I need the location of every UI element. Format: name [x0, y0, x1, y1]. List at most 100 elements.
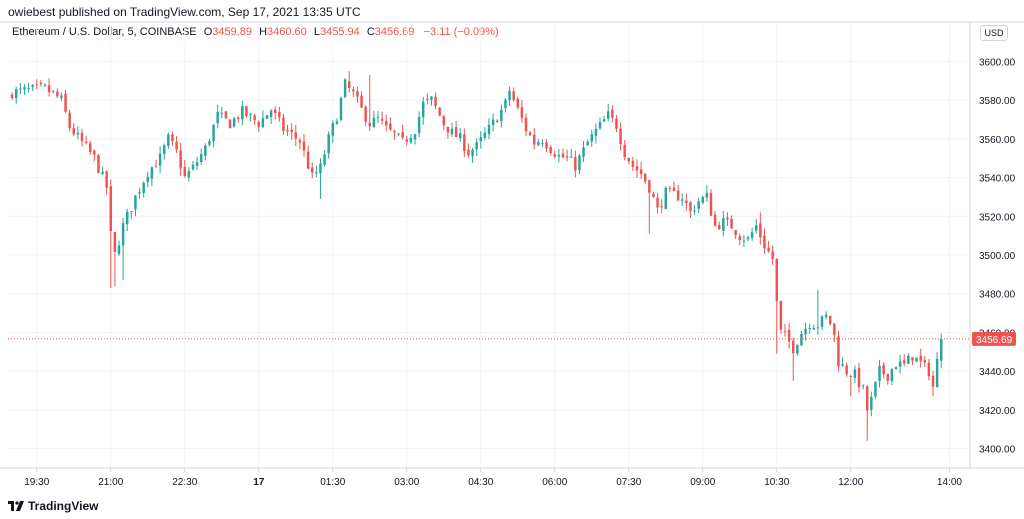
close-value: 3456.69 — [374, 26, 415, 38]
grid-lines — [8, 22, 970, 468]
candle — [356, 86, 359, 103]
x-tick-label: 10:30 — [764, 477, 789, 488]
candle — [417, 111, 421, 138]
candle — [717, 221, 721, 231]
candle — [306, 145, 310, 170]
x-tick-label: 07:30 — [616, 477, 641, 488]
candle-body — [265, 115, 269, 119]
candle-body — [360, 95, 363, 108]
candle-body — [763, 235, 766, 249]
candle — [902, 353, 906, 367]
candle-body — [121, 223, 125, 246]
candle — [257, 119, 261, 133]
currency-badge[interactable]: USD — [980, 25, 1008, 41]
candle-body — [76, 132, 80, 135]
candle-body — [430, 96, 433, 101]
candle-body — [142, 182, 145, 194]
candle — [742, 234, 746, 247]
candle-body — [796, 344, 799, 354]
candle-body — [652, 193, 655, 197]
candle — [738, 233, 742, 246]
candle-body — [754, 225, 758, 231]
price-chart[interactable]: 3400.003420.003440.003460.003480.003500.… — [0, 0, 1024, 495]
candle-body — [380, 118, 384, 121]
candle — [816, 289, 820, 335]
candle-body — [685, 200, 688, 204]
candle — [537, 138, 540, 147]
candle — [384, 114, 388, 132]
candle — [273, 106, 277, 120]
candle-body — [512, 91, 515, 100]
candle-body — [611, 109, 614, 118]
candle — [804, 322, 807, 341]
candle — [693, 205, 696, 215]
candle-body — [138, 192, 141, 194]
symbol-name[interactable]: Ethereum / U.S. Dollar, 5, COINBASE — [12, 26, 197, 38]
y-tick-label: 3580.00 — [979, 96, 1016, 107]
candle-body — [586, 141, 589, 146]
candle — [648, 179, 651, 234]
candle-body — [438, 107, 441, 116]
candle-body — [898, 361, 902, 367]
candle — [450, 122, 454, 137]
candle — [282, 113, 285, 135]
candle — [586, 139, 589, 146]
candle — [220, 106, 224, 119]
candle-body — [245, 106, 248, 116]
candle-body — [23, 87, 26, 90]
candle-body — [232, 118, 236, 127]
candle — [845, 362, 848, 377]
candle — [578, 153, 581, 175]
candle-body — [335, 121, 339, 125]
x-tick-label: 01:30 — [320, 477, 345, 488]
candle-body — [833, 323, 836, 335]
candle — [162, 143, 166, 160]
candle-body — [553, 154, 557, 157]
x-tick-label: 21:00 — [98, 477, 123, 488]
candle-body — [927, 362, 931, 377]
candle — [475, 138, 478, 156]
candle — [808, 323, 811, 334]
candle — [553, 150, 557, 159]
candle-body — [767, 247, 770, 252]
y-tick-label: 3400.00 — [979, 445, 1016, 456]
candle — [602, 115, 606, 122]
candle-body — [442, 116, 446, 126]
candle — [833, 323, 836, 343]
candle-body — [339, 97, 343, 120]
candle-body — [224, 111, 228, 119]
candle-body — [623, 144, 626, 158]
candle — [269, 108, 273, 125]
candle-body — [273, 109, 277, 114]
high-value: 3460.60 — [267, 26, 307, 38]
candle-body — [516, 98, 520, 108]
candle — [458, 128, 462, 142]
candle-body — [467, 149, 470, 156]
candle — [199, 148, 203, 165]
candle-body — [680, 199, 684, 201]
axes: 3400.003420.003440.003460.003480.003500.… — [0, 21, 1024, 488]
low-value: 3455.94 — [319, 26, 360, 38]
candle — [368, 74, 372, 132]
high-label: H — [259, 26, 268, 38]
candle — [372, 110, 376, 128]
candle-body — [195, 162, 199, 167]
candle — [10, 92, 14, 100]
x-tick-label: 03:00 — [394, 477, 419, 488]
candle-body — [167, 134, 170, 146]
candle — [331, 120, 335, 143]
candle — [582, 140, 585, 163]
footer-brand[interactable]: TradingView — [8, 499, 98, 513]
candle — [639, 161, 643, 180]
candle-body — [722, 218, 725, 231]
candle — [438, 107, 441, 117]
candle-body — [117, 245, 121, 254]
candle-body — [19, 88, 22, 90]
candle-body — [421, 101, 425, 118]
candle-body — [804, 328, 807, 335]
candle — [754, 218, 758, 234]
candle — [130, 211, 133, 219]
candle — [541, 139, 544, 147]
candle — [524, 113, 528, 137]
candle — [500, 104, 503, 128]
